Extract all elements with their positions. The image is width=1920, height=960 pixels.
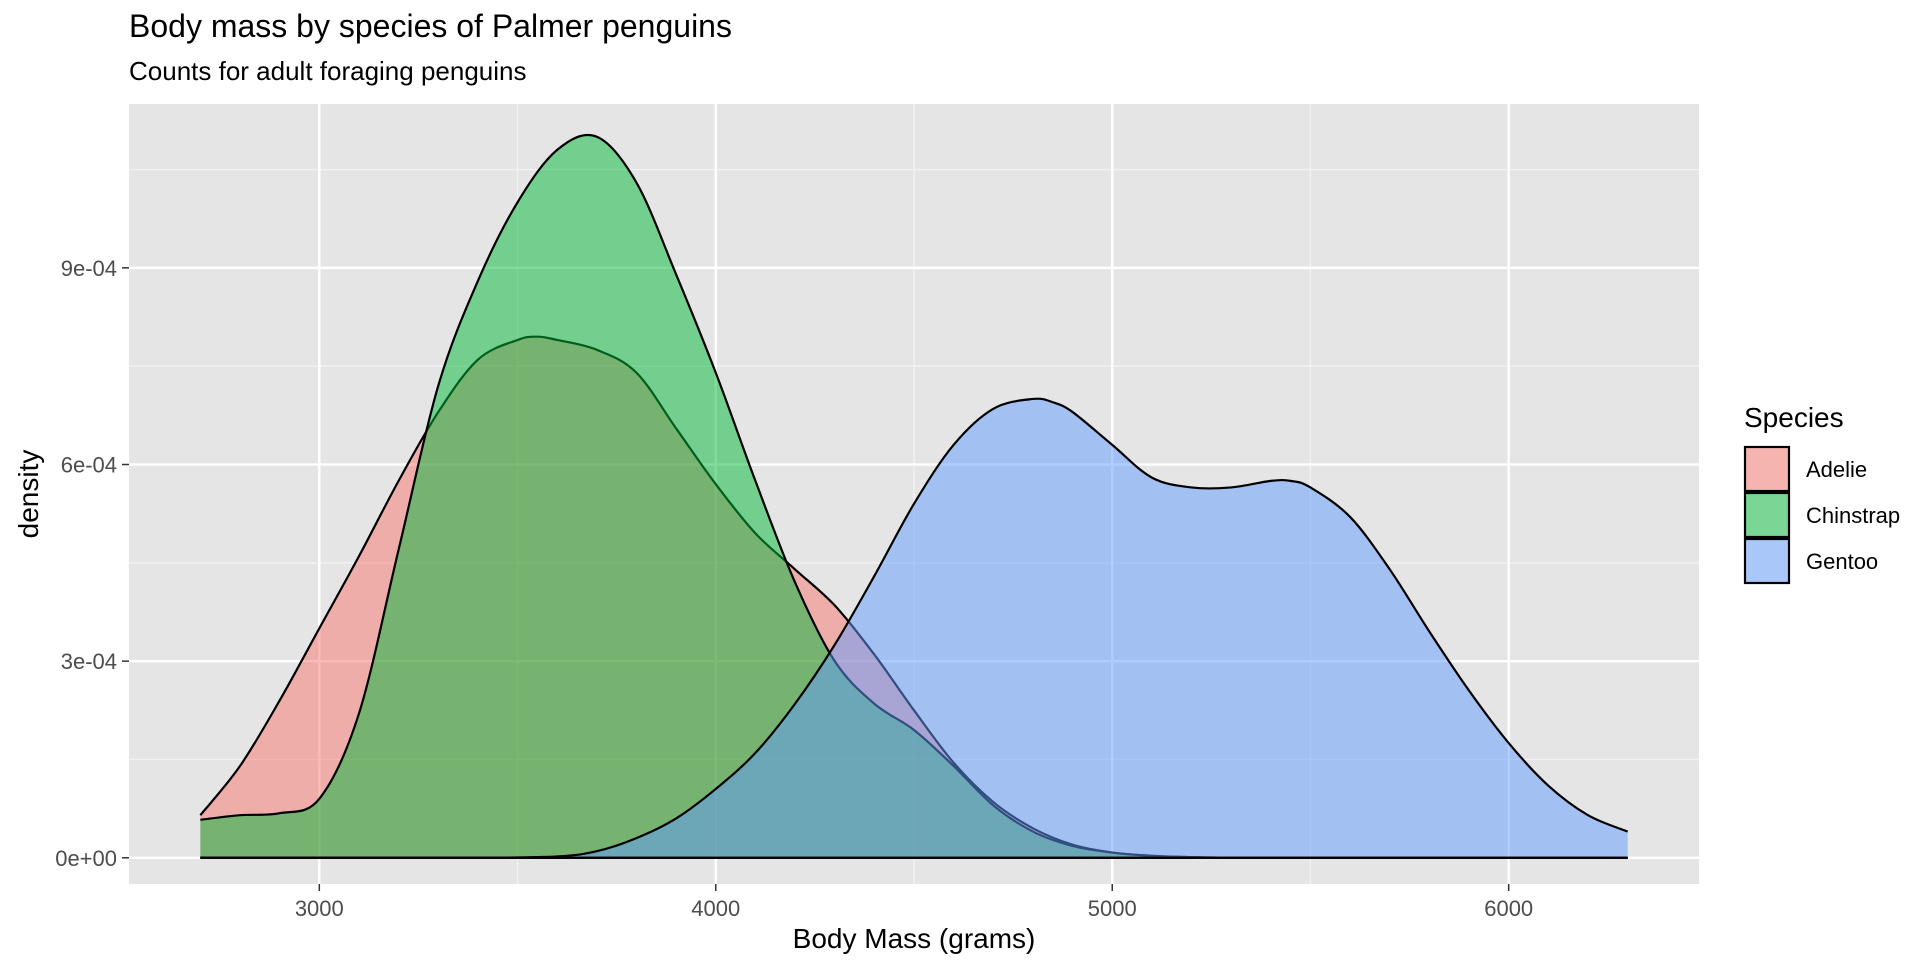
x-tick-label: 5000 (1088, 896, 1137, 921)
legend-swatch-gentoo (1743, 537, 1791, 585)
legend-swatch-chinstrap (1743, 491, 1791, 539)
density-areas (199, 133, 1629, 859)
legend-label-gentoo: Gentoo (1806, 549, 1878, 574)
legend: Species Adelie Chinstrap Gentoo (1743, 402, 1900, 585)
y-tick-label: 0e+00 (55, 846, 117, 871)
y-tick-label: 6e-04 (61, 453, 117, 478)
y-axis: 0e+00 3e-04 6e-04 9e-04 (55, 256, 129, 871)
x-tick-label: 6000 (1484, 896, 1533, 921)
x-axis-label: Body Mass (grams) (793, 923, 1036, 954)
area-gentoo (200, 398, 1628, 858)
x-axis: 3000 4000 5000 6000 (295, 884, 1533, 921)
density-line-gentoo (200, 397, 1629, 859)
y-tick-label: 9e-04 (61, 256, 117, 281)
y-tick-label: 3e-04 (61, 649, 117, 674)
chart-title: Body mass by species of Palmer penguins (129, 8, 732, 44)
x-tick-label: 4000 (691, 896, 740, 921)
x-tick-label: 3000 (295, 896, 344, 921)
chart-subtitle: Counts for adult foraging penguins (129, 56, 527, 86)
legend-label-chinstrap: Chinstrap (1806, 503, 1900, 528)
y-axis-label: density (13, 450, 44, 539)
legend-title: Species (1744, 402, 1844, 433)
legend-swatch-adelie (1743, 445, 1791, 493)
legend-label-adelie: Adelie (1806, 457, 1867, 482)
area-chinstrap (200, 134, 1628, 858)
